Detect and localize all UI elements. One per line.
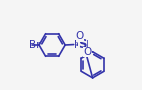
Text: O: O	[76, 31, 84, 41]
Text: Br: Br	[29, 40, 40, 50]
Text: NH: NH	[74, 40, 89, 50]
Text: S: S	[78, 38, 87, 51]
Text: O: O	[83, 47, 92, 57]
